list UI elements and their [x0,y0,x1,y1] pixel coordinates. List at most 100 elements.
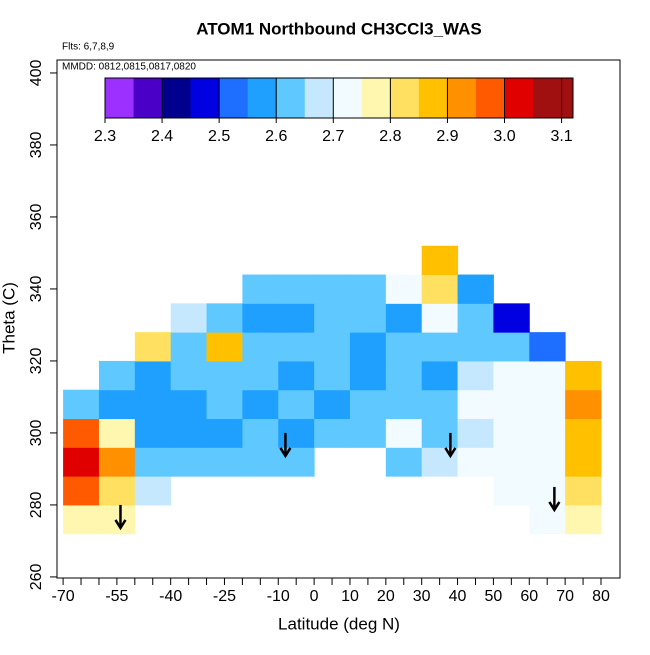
heat-cell [170,360,208,391]
heat-cell [314,360,351,391]
heat-cell [278,303,315,333]
heat-cell [98,418,136,448]
heat-cell [529,447,566,477]
heat-cell [349,274,387,304]
arrow-head [279,447,292,459]
heat-cell [98,476,136,506]
heat-cell [170,389,208,420]
heat-cell [349,360,387,391]
heat-cell [529,504,566,535]
heat-cell [98,504,136,535]
heat-cell [565,504,602,535]
colorbar-tick-label: 2.9 [436,128,458,145]
heat-cell [529,476,566,506]
y-tick-label: 260 [28,563,45,590]
heat-cell [493,389,530,420]
colorbar-tick-label: 2.3 [94,128,116,145]
heat-cell [98,360,136,391]
y-axis-label: Theta (C) [0,282,18,354]
colorbar-segment [361,78,391,118]
heat-cell [493,303,530,333]
heat-cell [242,274,279,304]
heat-cell [314,389,351,420]
note: Flts: 6,7,8,9 [62,42,115,53]
colorbar-tick-label: 3.0 [493,128,515,145]
heat-cell [206,418,243,448]
heat-cell [314,303,351,333]
heat-cell [206,389,243,420]
x-tick-label: 80 [592,588,610,605]
colorbar-segment [105,78,135,118]
colorbar-segment [504,78,534,118]
x-tick-label: -10 [267,588,290,605]
heat-cell [493,418,530,448]
arrow [279,432,292,459]
heat-cell [170,447,208,477]
heat-cell [278,274,315,304]
x-tick-label: 10 [341,588,359,605]
heat-cell [170,303,208,333]
heat-cell [493,360,530,391]
heat-cell [278,360,315,391]
heat-cell [385,332,423,362]
heat-cell [98,447,136,477]
x-tick-label: 70 [556,588,574,605]
plot-frame [56,59,621,579]
heat-cell [206,360,243,391]
chart-title: ATOM1 Northbound CH3CCl3_WAS [196,19,482,38]
arrow-head [114,519,127,531]
heat-cell [134,389,172,420]
heat-cell [314,418,351,448]
heat-cell [134,360,172,391]
heat-cell [170,332,208,362]
colorbar-tick-label: 2.7 [322,128,344,145]
x-tick-label: 60 [520,588,538,605]
heat-cell [385,274,423,304]
y-tick-label: 360 [28,204,45,231]
colorbar-tick-label: 2.5 [208,128,230,145]
heat-cell [565,360,602,391]
heat-cell [63,447,100,477]
heat-cell [134,476,172,506]
heat-cell [385,303,423,333]
heat-cell [565,418,602,448]
arrow [114,504,127,531]
x-axis-label: Latitude (deg N) [278,614,400,633]
heat-cell [349,303,387,333]
heat-cell [206,447,243,477]
heat-cell [385,360,423,391]
heat-cell [421,418,459,448]
heat-cell [170,418,208,448]
arrow-head [444,447,457,459]
heat-cell [242,418,279,448]
colorbar-tick-label: 2.8 [379,128,401,145]
heat-cell [63,504,100,535]
heat-cell [63,418,100,448]
heat-cell [206,332,243,362]
heat-cell [242,447,279,477]
colorbar-segment [219,78,249,118]
heat-cell [206,303,243,333]
heat-cell [529,418,566,448]
heat-cell [349,389,387,420]
heat-cell [349,418,387,448]
heat-cell [457,447,494,477]
heat-cell [493,476,530,506]
heat-cell [63,389,100,420]
x-tick-label: 40 [449,588,467,605]
heat-cell [421,274,459,304]
x-tick-label: -25 [213,588,236,605]
colorbar-segment [162,78,192,118]
heat-cell [278,389,315,420]
colorbar-tick-label: 2.6 [265,128,287,145]
x-tick-label: -70 [52,588,75,605]
colorbar-tick-label: 3.1 [550,128,572,145]
heat-cell [565,389,602,420]
heat-cell [134,447,172,477]
arrow [444,432,457,459]
heat-cell [493,332,530,362]
arrow [548,486,561,513]
heat-cell [278,418,315,448]
heat-cell [529,360,566,391]
